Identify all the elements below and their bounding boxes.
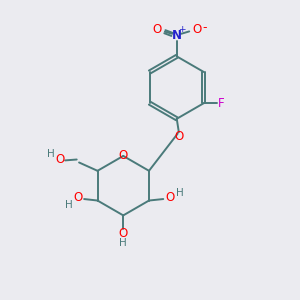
Text: O: O bbox=[152, 23, 161, 36]
Text: O: O bbox=[118, 227, 128, 240]
Text: F: F bbox=[218, 97, 224, 110]
Text: H: H bbox=[119, 238, 127, 248]
Text: O: O bbox=[55, 153, 64, 166]
Text: -: - bbox=[202, 21, 207, 34]
Text: O: O bbox=[118, 149, 128, 162]
Text: +: + bbox=[178, 25, 186, 34]
Text: O: O bbox=[175, 130, 184, 143]
Text: O: O bbox=[73, 191, 82, 204]
Text: H: H bbox=[65, 200, 73, 210]
Text: H: H bbox=[47, 149, 55, 160]
Text: O: O bbox=[166, 191, 175, 204]
Text: N: N bbox=[172, 29, 182, 42]
Text: O: O bbox=[192, 23, 201, 36]
Text: H: H bbox=[176, 188, 184, 198]
